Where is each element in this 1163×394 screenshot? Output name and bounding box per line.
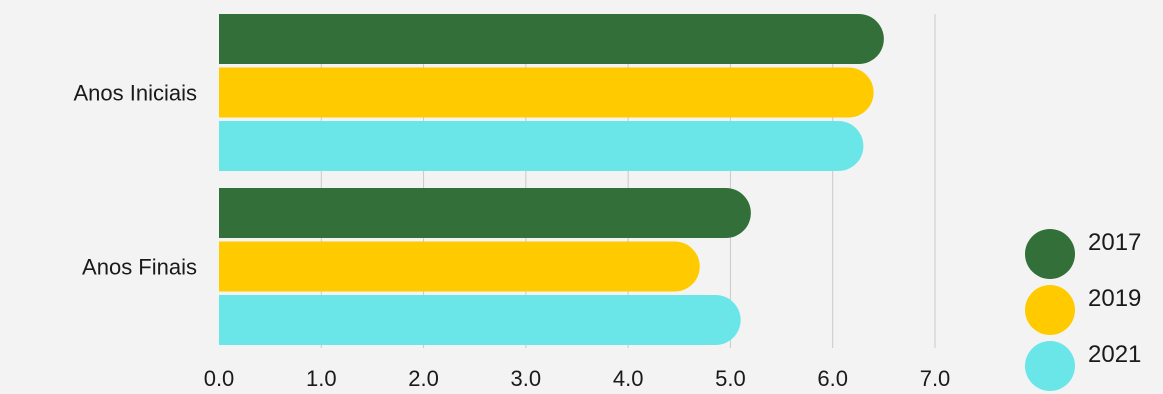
x-tick-label: 0.0 bbox=[204, 366, 235, 391]
x-tick-label: 6.0 bbox=[817, 366, 848, 391]
x-tick-label: 4.0 bbox=[613, 366, 644, 391]
x-tick-label: 5.0 bbox=[715, 366, 746, 391]
category-label: Anos Finais bbox=[82, 255, 197, 280]
legend-label: 2021 bbox=[1088, 341, 1141, 368]
bar-2017 bbox=[219, 14, 884, 64]
legend-label: 2017 bbox=[1088, 229, 1141, 256]
bar-2017 bbox=[219, 188, 751, 238]
x-tick-label: 3.0 bbox=[511, 366, 542, 391]
x-tick-label: 2.0 bbox=[408, 366, 439, 391]
legend-swatch bbox=[1025, 229, 1075, 279]
x-axis-ticks: 0.0 1.0 2.0 3.0 4.0 5.0 6.0 7.0 bbox=[204, 366, 951, 391]
bar-2019 bbox=[219, 241, 700, 292]
legend-swatch bbox=[1025, 285, 1075, 335]
bars bbox=[219, 14, 884, 345]
legend: 2017 2019 2021 bbox=[1025, 229, 1141, 391]
legend-swatch bbox=[1025, 341, 1075, 391]
category-label: Anos Iniciais bbox=[73, 81, 197, 106]
category-labels: Anos Iniciais Anos Finais bbox=[73, 81, 197, 280]
legend-label: 2019 bbox=[1088, 285, 1141, 312]
x-tick-label: 1.0 bbox=[306, 366, 337, 391]
bar-2021 bbox=[219, 121, 864, 171]
x-tick-label: 7.0 bbox=[920, 366, 951, 391]
bar-2021 bbox=[219, 295, 741, 345]
bar-2019 bbox=[219, 67, 874, 118]
